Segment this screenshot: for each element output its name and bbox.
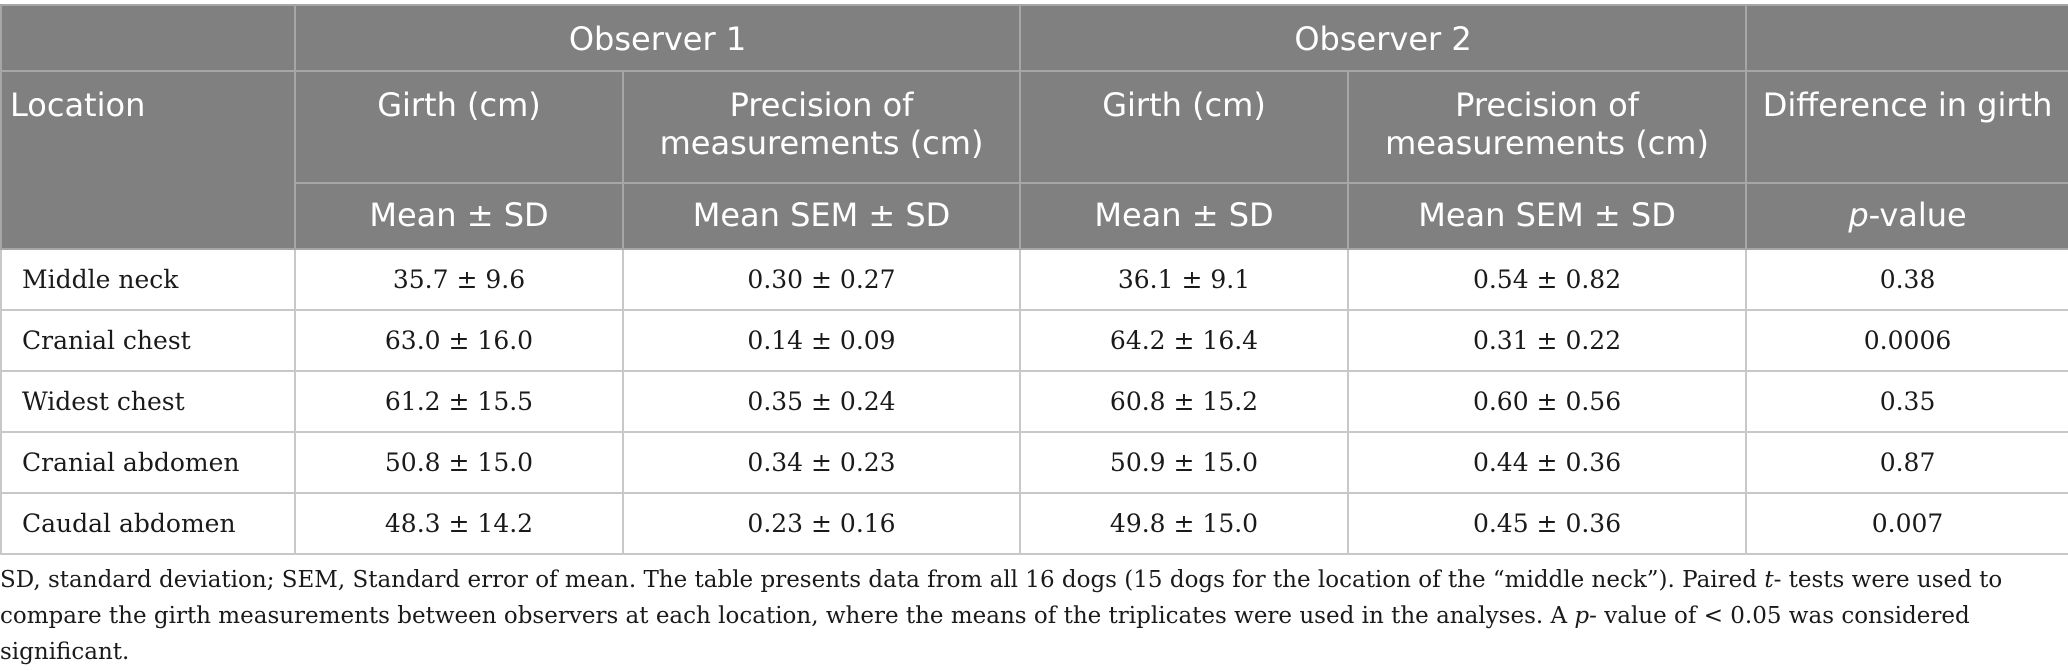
header-blank-left bbox=[0, 4, 296, 72]
cell-location: Middle neck bbox=[0, 248, 296, 311]
header-observer-1: Observer 1 bbox=[293, 4, 1022, 72]
cell-o1-precision: 0.34 ± 0.23 bbox=[621, 431, 1022, 494]
cell-p-value: 0.007 bbox=[1745, 492, 2068, 555]
header-difference: Difference in girth bbox=[1745, 70, 2068, 184]
cell-o2-precision: 0.31 ± 0.22 bbox=[1347, 309, 1748, 372]
cell-o1-precision: 0.30 ± 0.27 bbox=[621, 248, 1022, 311]
cell-p-value: 0.0006 bbox=[1745, 309, 2068, 372]
table-row: Cranial abdomen 50.8 ± 15.0 0.34 ± 0.23 … bbox=[0, 431, 2068, 494]
cell-o1-precision: 0.14 ± 0.09 bbox=[621, 309, 1022, 372]
cell-o1-girth: 61.2 ± 15.5 bbox=[294, 370, 624, 433]
cell-p-value: 0.38 bbox=[1745, 248, 2068, 311]
cell-p-value: 0.87 bbox=[1745, 431, 2068, 494]
cell-o2-precision: 0.44 ± 0.36 bbox=[1347, 431, 1748, 494]
cell-o2-girth: 60.8 ± 15.2 bbox=[1019, 370, 1350, 433]
header-o2-precision: Precision of measurements (cm) bbox=[1347, 70, 1748, 184]
cell-o2-precision: 0.45 ± 0.36 bbox=[1347, 492, 1748, 555]
footnote-p: p bbox=[1574, 603, 1590, 629]
cell-o2-precision: 0.60 ± 0.56 bbox=[1347, 370, 1748, 433]
header-row-columns: Location Girth (cm) Precision of measure… bbox=[0, 70, 2068, 250]
cell-p-value: 0.35 bbox=[1745, 370, 2068, 433]
cell-o2-girth: 49.8 ± 15.0 bbox=[1019, 492, 1350, 555]
cell-o2-precision: 0.54 ± 0.82 bbox=[1347, 248, 1748, 311]
table-row: Widest chest 61.2 ± 15.5 0.35 ± 0.24 60.… bbox=[0, 370, 2068, 433]
header-row-groups: Observer 1 Observer 2 bbox=[0, 4, 2068, 72]
table-row: Cranial chest 63.0 ± 16.0 0.14 ± 0.09 64… bbox=[0, 309, 2068, 372]
cell-location: Cranial abdomen bbox=[0, 431, 296, 494]
cell-o1-precision: 0.35 ± 0.24 bbox=[621, 370, 1022, 433]
header-p-letter: p bbox=[1848, 196, 1869, 234]
cell-o2-girth: 64.2 ± 16.4 bbox=[1019, 309, 1350, 372]
cell-location: Widest chest bbox=[0, 370, 296, 433]
header-observer-2: Observer 2 bbox=[1019, 4, 1748, 72]
table-container: Observer 1 Observer 2 Location Girth (cm… bbox=[0, 4, 2068, 555]
footnote-t: t bbox=[1764, 567, 1774, 593]
header-row-stats: Mean ± SD Mean SEM ± SD Mean ± SD Mean S… bbox=[1, 182, 2068, 250]
header-o2-girth: Girth (cm) bbox=[1019, 70, 1350, 184]
table-row: Caudal abdomen 48.3 ± 14.2 0.23 ± 0.16 4… bbox=[0, 492, 2068, 555]
header-o1-precision: Precision of measurements (cm) bbox=[621, 70, 1022, 184]
header-o1-girth: Girth (cm) bbox=[294, 70, 624, 184]
header-o1-mean-sd: Mean ± SD bbox=[294, 182, 624, 250]
table-footnote: SD, standard deviation; SEM, Standard er… bbox=[0, 562, 2060, 670]
header-o2-mean-sem-sd: Mean SEM ± SD bbox=[1347, 182, 1748, 250]
cell-location: Cranial chest bbox=[0, 309, 296, 372]
cell-o1-girth: 63.0 ± 16.0 bbox=[294, 309, 624, 372]
footnote-part-1: SD, standard deviation; SEM, Standard er… bbox=[0, 567, 1765, 593]
cell-o1-girth: 48.3 ± 14.2 bbox=[294, 492, 624, 555]
cell-o1-precision: 0.23 ± 0.16 bbox=[621, 492, 1022, 555]
header-o2-mean-sd: Mean ± SD bbox=[1019, 182, 1350, 250]
footnote-part-2: - tests were used to compare the girth m… bbox=[0, 567, 2003, 629]
cell-o1-girth: 35.7 ± 9.6 bbox=[294, 248, 624, 311]
header-p-value: p-value bbox=[1745, 182, 2068, 250]
header-o1-mean-sem-sd: Mean SEM ± SD bbox=[621, 182, 1022, 250]
cell-o2-girth: 50.9 ± 15.0 bbox=[1019, 431, 1350, 494]
cell-o2-girth: 36.1 ± 9.1 bbox=[1019, 248, 1350, 311]
header-location: Location bbox=[0, 70, 296, 250]
table-row: Middle neck 35.7 ± 9.6 0.30 ± 0.27 36.1 … bbox=[0, 248, 2068, 311]
header-blank-right bbox=[1745, 4, 2068, 72]
cell-o1-girth: 50.8 ± 15.0 bbox=[294, 431, 624, 494]
header-p-rest: -value bbox=[1868, 196, 1967, 234]
girth-table: Observer 1 Observer 2 Location Girth (cm… bbox=[0, 4, 2068, 555]
cell-location: Caudal abdomen bbox=[0, 492, 296, 555]
